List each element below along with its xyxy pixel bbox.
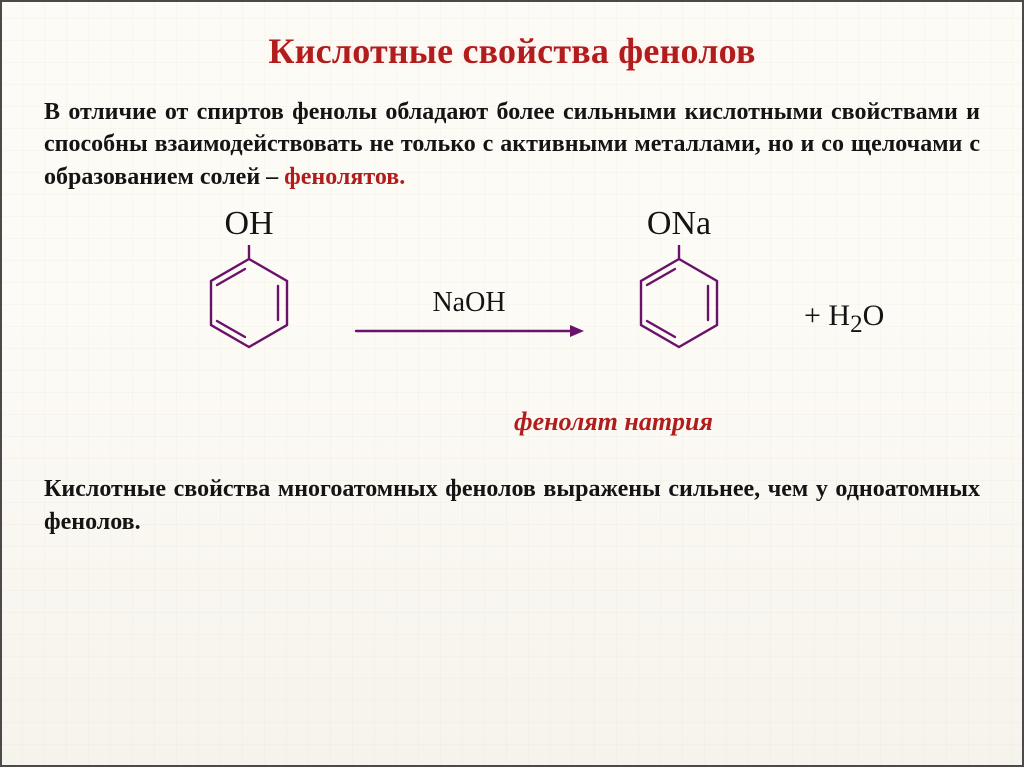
slide-title: Кислотные свойства фенолов	[44, 30, 980, 72]
tail-o: O	[863, 299, 885, 332]
plus-h: + H	[804, 299, 850, 332]
sub-2: 2	[850, 311, 863, 338]
reaction-scheme: OH NaOH	[44, 207, 980, 467]
reactant-phenol: OH	[194, 207, 304, 341]
arrow-icon	[354, 321, 584, 341]
product-phenolate: ONa	[624, 207, 734, 341]
substituent-oh: OH	[194, 207, 304, 241]
intro-highlight: фенолятов.	[284, 164, 405, 190]
benzene-ring-left	[194, 245, 304, 341]
reaction-arrow: NaOH	[354, 287, 584, 341]
intro-text: В отличие от спиртов фенолы обладают бол…	[44, 99, 980, 190]
closing-paragraph: Кислотные свойства многоатомных фенолов …	[44, 473, 980, 538]
substituent-ona: ONa	[624, 207, 734, 241]
slide-root: Кислотные свойства фенолов В отличие от …	[0, 0, 1024, 767]
reagent-label-naoh: NaOH	[354, 287, 584, 319]
byproduct-water: + H2O	[804, 299, 884, 339]
benzene-ring-right	[624, 245, 734, 341]
intro-paragraph: В отличие от спиртов фенолы обладают бол…	[44, 96, 980, 193]
product-name-label: фенолят натрия	[514, 407, 713, 437]
